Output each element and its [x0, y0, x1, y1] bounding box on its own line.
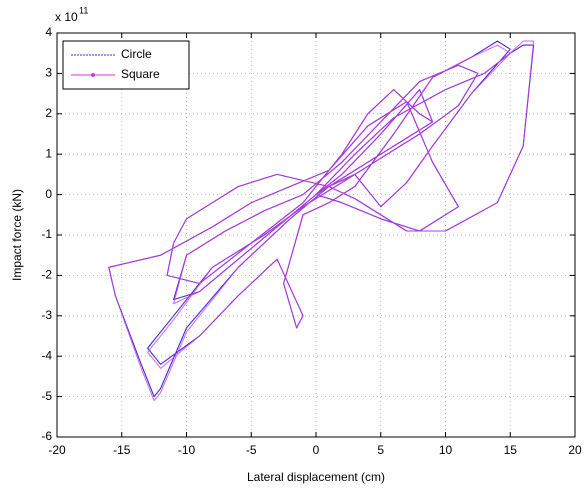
legend-marker	[91, 73, 95, 77]
y-tick-label: 1	[45, 146, 52, 160]
x-tick-label: 10	[439, 443, 453, 457]
x-tick-label: -15	[113, 443, 131, 457]
y-tick-label: 3	[45, 66, 52, 80]
y-tick-label: -5	[41, 389, 52, 403]
y-tick-label: -1	[41, 227, 52, 241]
legend-label: Square	[121, 67, 160, 81]
y-tick-label: -2	[41, 268, 52, 282]
plot-frame	[56, 32, 576, 438]
y-tick-label: -6	[41, 429, 52, 443]
y-tick-label: -4	[41, 348, 52, 362]
x-tick-label: -5	[246, 443, 257, 457]
legend-box	[62, 40, 190, 90]
y-tick-label: -3	[41, 308, 52, 322]
x-tick-label: 15	[504, 443, 518, 457]
legend-label: Circle	[121, 47, 152, 61]
y-axis-label: Impact force (kN)	[10, 189, 24, 281]
y-multiplier-exponent: 11	[79, 5, 88, 15]
x-axis-label: Lateral displacement (cm)	[247, 470, 385, 484]
x-tick-label: -10	[178, 443, 196, 457]
x-tick-label: -20	[48, 443, 66, 457]
x-tick-label: 20	[568, 443, 582, 457]
series-line	[108, 40, 535, 402]
y-tick-label: 2	[45, 106, 52, 120]
y-tick-label: 0	[45, 187, 52, 201]
y-tick-label: 4	[45, 25, 52, 39]
y-multiplier: x 10	[55, 10, 78, 24]
x-tick-label: 5	[377, 443, 384, 457]
x-tick-label: 0	[313, 443, 320, 457]
